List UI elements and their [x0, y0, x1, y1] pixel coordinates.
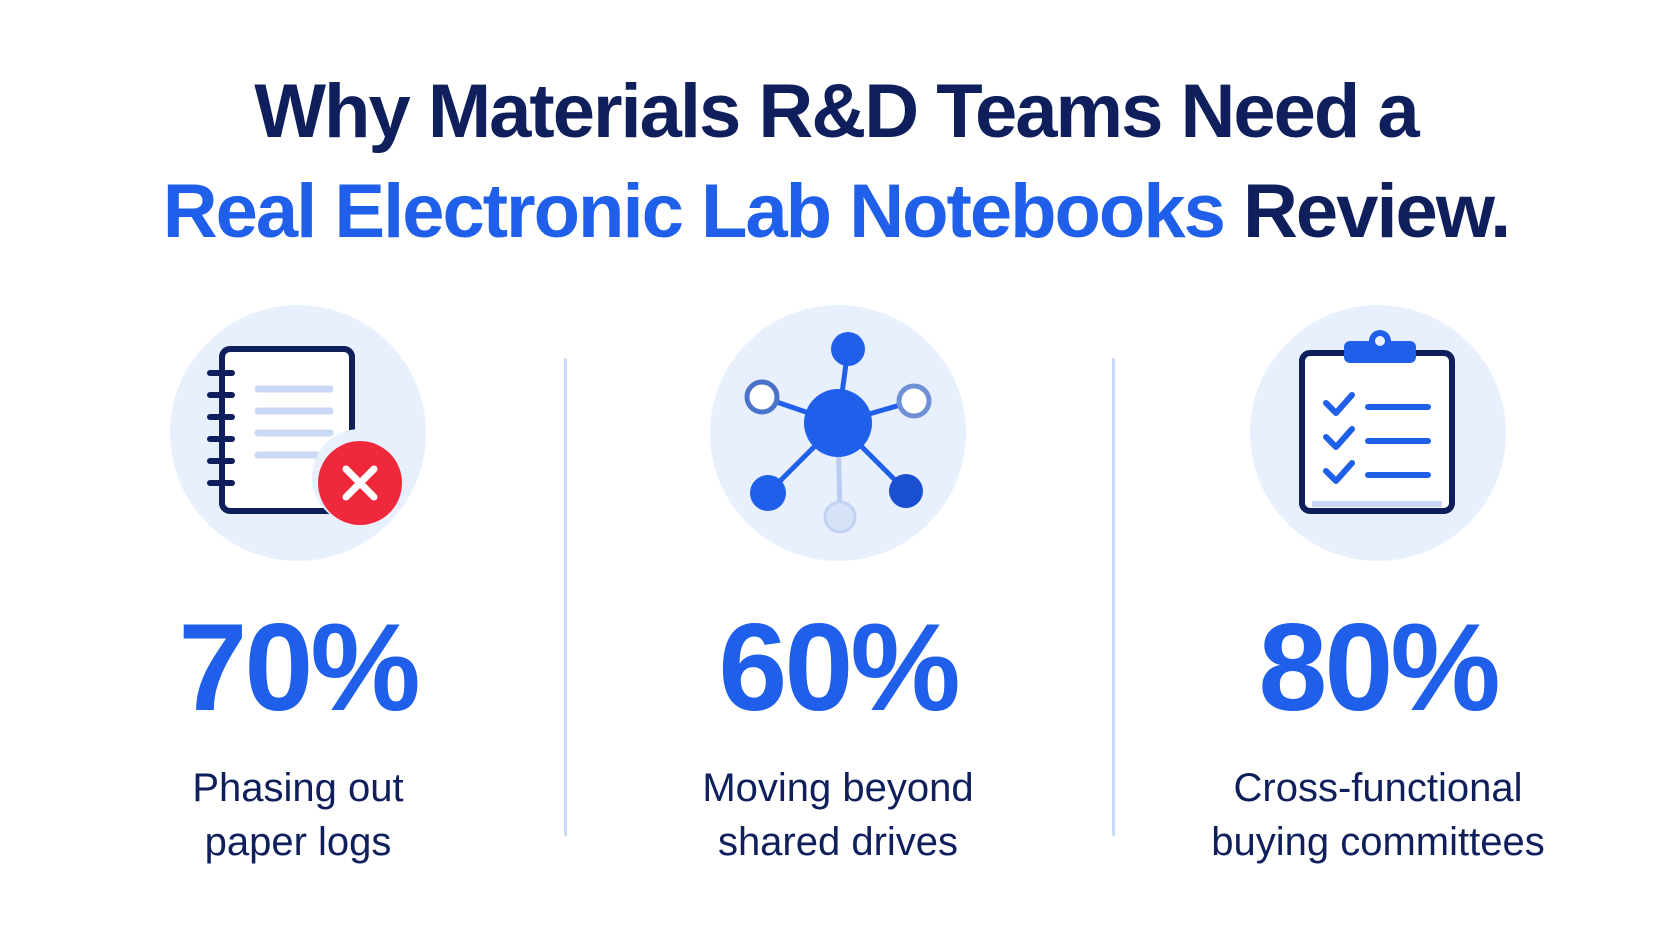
title-rest-text: Review. — [1223, 169, 1511, 254]
stat-label: Phasing out paper logs — [38, 761, 558, 869]
column-divider-1 — [564, 358, 567, 836]
stat-value: 70% — [178, 599, 420, 737]
icon-badge — [1250, 305, 1506, 561]
column-divider-2 — [1112, 358, 1115, 836]
stat-card-shared-drives: 60% Moving beyond shared drives — [578, 305, 1098, 869]
stat-card-paper-logs: 70% Phasing out paper logs — [38, 305, 558, 869]
stat-label-line-2: shared drives — [717, 820, 959, 864]
title-line-1: Why Materials R&D Teams Need a — [254, 69, 1419, 154]
title-line-2: Real Electronic Lab Notebooks Review. — [0, 162, 1672, 262]
network-nodes-icon — [744, 332, 932, 534]
page-title: Why Materials R&D Teams Need a Real Elec… — [0, 62, 1672, 262]
icon-badge — [170, 305, 426, 561]
stat-label-line-1: Moving beyond — [702, 766, 974, 810]
title-accent-text: Real Electronic Lab Notebooks — [162, 169, 1226, 254]
stat-label-line-1: Phasing out — [192, 766, 404, 810]
stat-label: Cross-functional buying committees — [1118, 761, 1638, 869]
notebook-cross-icon — [207, 346, 408, 525]
stat-value: 60% — [718, 599, 960, 737]
icon-badge — [710, 305, 966, 561]
stat-label-line-2: buying committees — [1211, 820, 1545, 864]
clipboard-checklist-icon — [1299, 330, 1455, 514]
stat-label: Moving beyond shared drives — [578, 761, 1098, 869]
stat-label-line-2: paper logs — [204, 820, 392, 864]
stat-value: 80% — [1258, 599, 1500, 737]
stat-label-line-1: Cross-functional — [1233, 766, 1523, 810]
stat-card-buying-committees: 80% Cross-functional buying committees — [1118, 305, 1638, 869]
